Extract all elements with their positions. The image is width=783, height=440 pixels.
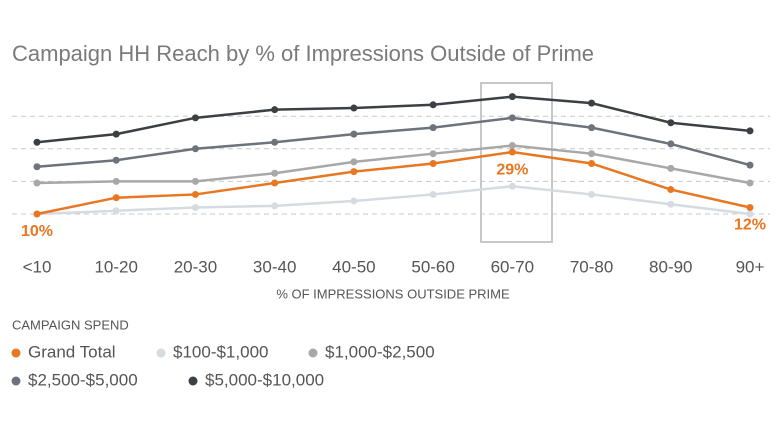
point — [350, 104, 358, 112]
point — [33, 138, 41, 146]
point — [271, 106, 279, 114]
legend-marker — [11, 376, 21, 386]
x-tick-label: <10 — [23, 257, 52, 276]
point — [508, 148, 516, 156]
point — [429, 101, 437, 109]
legend-marker — [156, 348, 166, 358]
x-tick-label: 70-80 — [570, 257, 613, 276]
point — [746, 161, 754, 169]
point — [191, 145, 199, 153]
series-line — [36, 116, 751, 168]
legend-label: $100-$1,000 — [173, 342, 268, 361]
point — [350, 158, 358, 166]
point — [350, 197, 358, 205]
point — [588, 99, 596, 107]
series-line — [36, 150, 751, 216]
legend-label: $2,500-$5,000 — [28, 370, 138, 389]
point — [588, 124, 596, 132]
x-tick-label: 40-50 — [332, 257, 375, 276]
x-tick-label: 30-40 — [253, 257, 296, 276]
legend-label: $1,000-$2,500 — [325, 342, 435, 361]
point — [271, 179, 279, 187]
series-line — [36, 95, 751, 144]
point — [271, 169, 279, 177]
point — [271, 138, 279, 146]
point — [746, 179, 754, 187]
series-line — [36, 185, 751, 216]
x-axis-label: % OF IMPRESSIONS OUTSIDE PRIME — [276, 286, 510, 301]
point — [667, 164, 675, 172]
chart-title: Campaign HH Reach by % of Impressions Ou… — [12, 41, 594, 66]
point — [429, 124, 437, 132]
point — [112, 130, 120, 138]
x-tick-label: 10-20 — [94, 257, 137, 276]
point — [667, 119, 675, 127]
point — [191, 203, 199, 211]
point — [112, 207, 120, 215]
point — [33, 210, 41, 218]
highlight-box — [480, 82, 553, 243]
point — [746, 203, 754, 211]
point — [112, 177, 120, 185]
point — [429, 190, 437, 198]
legend-marker — [11, 348, 21, 358]
point — [191, 177, 199, 185]
legend-label: Grand Total — [28, 342, 116, 361]
legend-marker — [308, 348, 318, 358]
point — [588, 150, 596, 158]
x-tick-label: 60-70 — [491, 257, 534, 276]
point — [508, 114, 516, 122]
data-label: 12% — [734, 217, 766, 234]
x-tick-label: 80-90 — [649, 257, 692, 276]
point — [508, 142, 516, 150]
point — [429, 159, 437, 167]
point — [350, 168, 358, 176]
x-tick-label: 50-60 — [411, 257, 454, 276]
legend-marker — [188, 376, 198, 386]
legend-title: CAMPAIGN SPEND — [12, 317, 129, 332]
point — [667, 140, 675, 148]
point — [429, 150, 437, 158]
x-tick-label: 20-30 — [174, 257, 217, 276]
point — [746, 210, 754, 218]
series-line — [36, 144, 751, 185]
point — [271, 202, 279, 210]
point — [588, 190, 596, 198]
point — [112, 156, 120, 164]
point — [191, 114, 199, 122]
point — [191, 190, 199, 198]
x-tick-label: 90+ — [736, 257, 765, 276]
data-label: 10% — [21, 223, 53, 240]
point — [667, 200, 675, 208]
point — [350, 130, 358, 138]
point — [588, 159, 596, 167]
point — [33, 163, 41, 171]
point — [667, 186, 675, 194]
point — [33, 179, 41, 187]
point — [508, 93, 516, 101]
legend-label: $5,000-$10,000 — [205, 370, 324, 389]
data-label: 29% — [496, 161, 528, 178]
point — [508, 182, 516, 190]
point — [746, 127, 754, 135]
point — [112, 194, 120, 202]
